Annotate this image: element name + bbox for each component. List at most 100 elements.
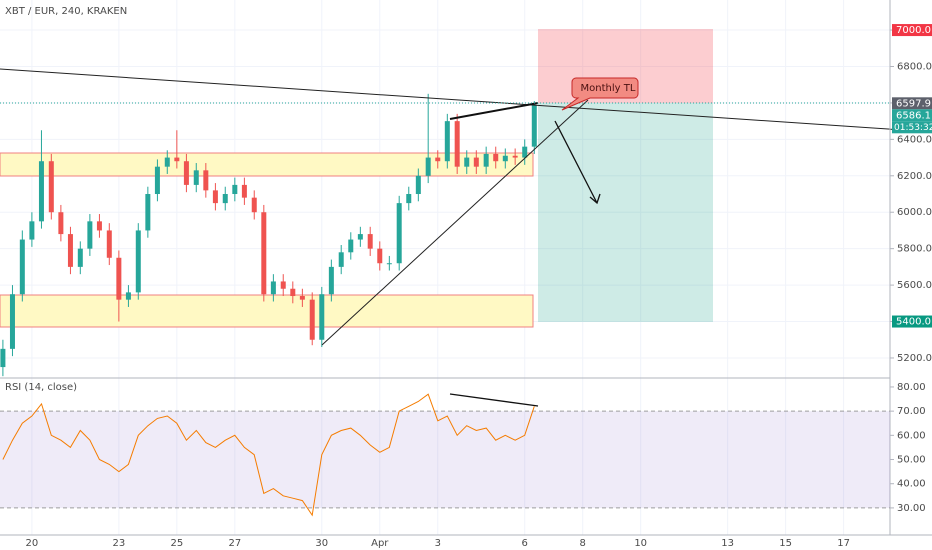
candle-body (203, 170, 209, 191)
x-tick-label: 3 (435, 538, 441, 549)
candle-body (87, 221, 93, 249)
candle-body (125, 292, 131, 300)
price-label: 6586.1 (896, 110, 931, 121)
candle-body (164, 157, 170, 167)
x-tick-label: 23 (112, 538, 125, 549)
candle-body (522, 146, 528, 158)
candle-body (290, 288, 296, 297)
x-tick-label: 15 (779, 538, 792, 549)
candle-body (396, 203, 402, 264)
rsi-band (0, 411, 890, 508)
y-tick-label: 50.00 (897, 455, 926, 466)
candles (0, 93, 537, 377)
candle-body (261, 212, 267, 295)
candle-body (270, 281, 276, 295)
candle-body (135, 230, 141, 293)
price-label-bg (892, 109, 932, 122)
candle-body (0, 348, 6, 368)
y-tick-label: 70.00 (897, 406, 926, 417)
candle-body (106, 230, 112, 258)
x-tick-label: 30 (315, 538, 328, 549)
y-tick-label: 6800.0 (897, 61, 932, 72)
y-tick-label: 40.00 (897, 479, 926, 490)
candle-body (280, 281, 286, 289)
candle-body (502, 155, 508, 162)
countdown-bg (892, 121, 932, 134)
candle-body (116, 257, 122, 300)
rsi-pane (0, 393, 890, 517)
x-tick-label: 10 (634, 538, 647, 549)
candle-body (222, 194, 228, 204)
candle-body (357, 234, 363, 240)
candle-body (377, 248, 383, 264)
candle-body (299, 296, 305, 300)
axes: 20 23 25 27 30 Apr 3 6 8 10 13 15 17 5200.0 5400.0 5600… (26, 24, 932, 549)
candle-body (251, 197, 257, 213)
candle-body (193, 170, 199, 185)
candle-body (145, 194, 151, 231)
zone (0, 152, 534, 177)
candle-body (338, 252, 344, 267)
indicator-title: RSI (14, close) (5, 382, 77, 393)
countdown: 01:53:32 (894, 123, 932, 133)
candle-body (183, 161, 189, 185)
x-tick-label: 27 (228, 538, 241, 549)
y-tick-label: 5600.0 (897, 280, 932, 291)
arrow (554, 120, 601, 205)
candle-body (531, 105, 537, 147)
annotation: Monthly TL (581, 83, 636, 94)
candle-body (406, 194, 412, 204)
target-zone (538, 103, 713, 322)
callout (561, 77, 639, 111)
candle-body (473, 157, 479, 167)
candle-body (483, 153, 489, 167)
price-label: 7000.0 (896, 25, 931, 36)
x-tick-label: 20 (26, 538, 39, 549)
price-label-bg (892, 24, 932, 37)
price-label: 6597.9 (896, 98, 931, 109)
y-tick-label: 80.00 (897, 382, 926, 393)
trendline (0, 68, 932, 133)
candle-body (386, 263, 392, 265)
candle-body (29, 221, 35, 240)
x-tick-label: Apr (371, 538, 389, 549)
divergence-line (449, 393, 539, 407)
y-tick-label: 30.00 (897, 503, 926, 514)
candle-body (174, 157, 180, 162)
candle-body (58, 212, 64, 235)
price-label: 5400.0 (896, 317, 931, 328)
trendline (449, 102, 539, 120)
x-tick-label: 8 (580, 538, 586, 549)
candle-body (348, 239, 354, 253)
candle-body (309, 299, 315, 340)
x-tick-label: 17 (837, 538, 850, 549)
candle-body (415, 175, 421, 195)
candle-body (425, 157, 431, 176)
candle-body (435, 157, 441, 162)
candle-body (154, 166, 160, 195)
price-label-bg (892, 315, 932, 328)
candle-body (19, 239, 25, 295)
y-tick-label: 6000.0 (897, 207, 932, 218)
candle-body (367, 234, 373, 249)
candle-body (212, 190, 218, 204)
x-tick-label: 25 (170, 538, 183, 549)
x-tick-label: 13 (721, 538, 734, 549)
y-tick-label: 6200.0 (897, 171, 932, 182)
price-label-bg (892, 97, 932, 110)
trendline (321, 99, 589, 346)
candle-body (512, 155, 518, 158)
candle-body (232, 184, 238, 195)
candle-body (9, 294, 15, 349)
candle-body (454, 121, 460, 167)
candle-body (444, 121, 450, 162)
candle-body (77, 248, 83, 267)
candle-body (328, 266, 334, 295)
y-tick-label: 60.00 (897, 430, 926, 441)
candle-body (241, 184, 247, 198)
y-tick-label: 6400.0 (897, 134, 932, 145)
candle-body (464, 157, 470, 167)
rsi-line (2, 393, 535, 517)
